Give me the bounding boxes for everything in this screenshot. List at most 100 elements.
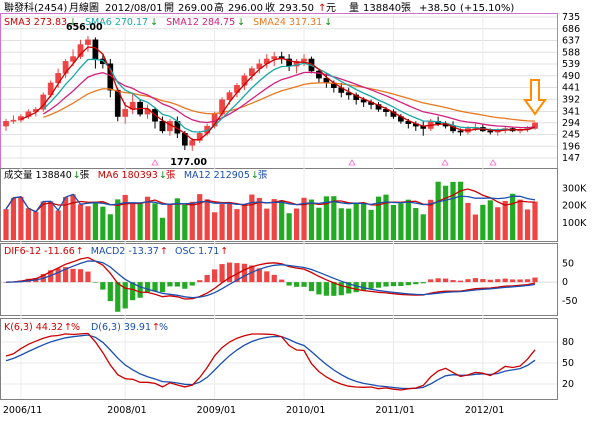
change-value: +38.50 [419, 3, 456, 14]
osc-bar [189, 282, 195, 286]
osc-bar [197, 280, 203, 283]
osc-bar [390, 282, 397, 287]
volume-bar [495, 207, 501, 240]
down-arrow-icon: ↓ [150, 17, 158, 28]
volume-bar [413, 208, 419, 240]
volume-y-tick-label: 300K [562, 184, 587, 195]
down-arrow-icon: ↓ [69, 17, 77, 28]
osc-bar [316, 282, 322, 295]
volume-bar [212, 212, 218, 240]
legend-sma-3: SMA24 317.31 [253, 17, 322, 28]
osc-bar [159, 282, 166, 293]
volume-bar [256, 197, 262, 240]
volume-bar [3, 209, 9, 240]
stock-name: 聯發科(2454) [4, 1, 67, 14]
osc-bar [398, 282, 404, 287]
candle-body [189, 140, 196, 146]
price-y-tick-label: 637 [562, 36, 580, 47]
x-tick-label: 2010/01 [286, 405, 325, 416]
candle-body [159, 121, 166, 132]
osc-bar [375, 282, 382, 288]
osc-bar [137, 282, 143, 298]
change-percent: (+15.10%) [460, 3, 514, 14]
down-arrow-icon: ↓ [73, 170, 81, 181]
x-tick-label: 2012/01 [465, 405, 504, 416]
x-tick-label: 2008/01 [107, 405, 146, 416]
osc-bar [279, 279, 285, 283]
volume-bar [398, 203, 404, 240]
kd-legend-unit-0: % [71, 322, 80, 333]
volume-bar [167, 203, 173, 240]
candle-body [62, 61, 69, 74]
macd-line [5, 260, 536, 299]
osc-bar [450, 280, 456, 283]
candle-body [85, 39, 91, 45]
kd-legend-1: D(6,3) 39.91 [91, 322, 151, 333]
osc-bar [405, 282, 411, 286]
volume-bar [361, 203, 367, 240]
osc-bar [308, 282, 315, 292]
volume-bar [465, 202, 471, 240]
volume-bar [219, 204, 225, 240]
price-y-tick-label: 294 [562, 118, 580, 129]
volume-legend-0: 成交量 138840 [4, 169, 72, 181]
price-y-tick-label: 147 [562, 153, 580, 164]
osc-bar [167, 282, 173, 287]
osc-bar [353, 282, 359, 293]
volume-bar [10, 197, 17, 240]
price-y-tick-label: 490 [562, 71, 580, 82]
price-y-tick-label: 735 [562, 12, 580, 23]
volume-bar [107, 214, 113, 240]
osc-bar [107, 282, 113, 302]
price-y-tick-label: 392 [562, 94, 580, 105]
volume-bar [390, 205, 397, 240]
volume-bar [457, 181, 464, 240]
volume-bar [182, 204, 188, 240]
osc-bar [241, 263, 248, 283]
macd-legend-1: MACD2 -13.37 [91, 246, 159, 257]
volume-bar [532, 201, 538, 240]
up-arrow-icon: ↑ [76, 246, 84, 257]
osc-bar [383, 282, 389, 287]
osc-bar [495, 279, 501, 283]
candle-body [487, 130, 494, 133]
volume-bar [115, 199, 121, 240]
volume-bar [25, 208, 31, 240]
osc-bar [502, 278, 508, 283]
volume-legend-2: MA12 212905 [184, 170, 250, 181]
volume-ma12-line [5, 193, 536, 213]
open-value: 269.00 [178, 3, 213, 14]
candle-body [256, 63, 263, 69]
volume-bar [40, 201, 46, 240]
volume-bar [152, 203, 158, 240]
macd-panel-frame [0, 243, 558, 316]
osc-bar [465, 279, 471, 283]
osc-bar [293, 282, 300, 287]
osc-bar [204, 274, 210, 283]
volume-y-tick-label: 200K [562, 201, 587, 212]
volume-bar [375, 196, 382, 240]
candle-body [122, 109, 129, 117]
high-label: 高 [214, 1, 224, 14]
volume-bar [70, 194, 76, 240]
candle-body [226, 92, 233, 100]
volume-bar [249, 194, 255, 240]
volume-legend-unit-1: 張 [166, 170, 176, 181]
volume-bar [472, 214, 479, 240]
kd-y-tick-label: 80 [562, 337, 574, 348]
osc-bar [256, 268, 262, 283]
osc-bar [435, 278, 441, 283]
osc-bar [323, 282, 329, 296]
volume-bar [301, 197, 307, 240]
volume-bar [159, 217, 166, 240]
close-value: 293.50 [279, 3, 314, 14]
macd-y-tick-label: 0 [562, 277, 568, 288]
volume-bar [100, 206, 106, 240]
volume-bar [308, 199, 315, 240]
volume-bar [204, 199, 210, 240]
volume-label: 量 [349, 2, 359, 14]
osc-bar [212, 269, 218, 283]
osc-bar [510, 279, 516, 283]
x-tick-label: 2011/01 [375, 405, 414, 416]
